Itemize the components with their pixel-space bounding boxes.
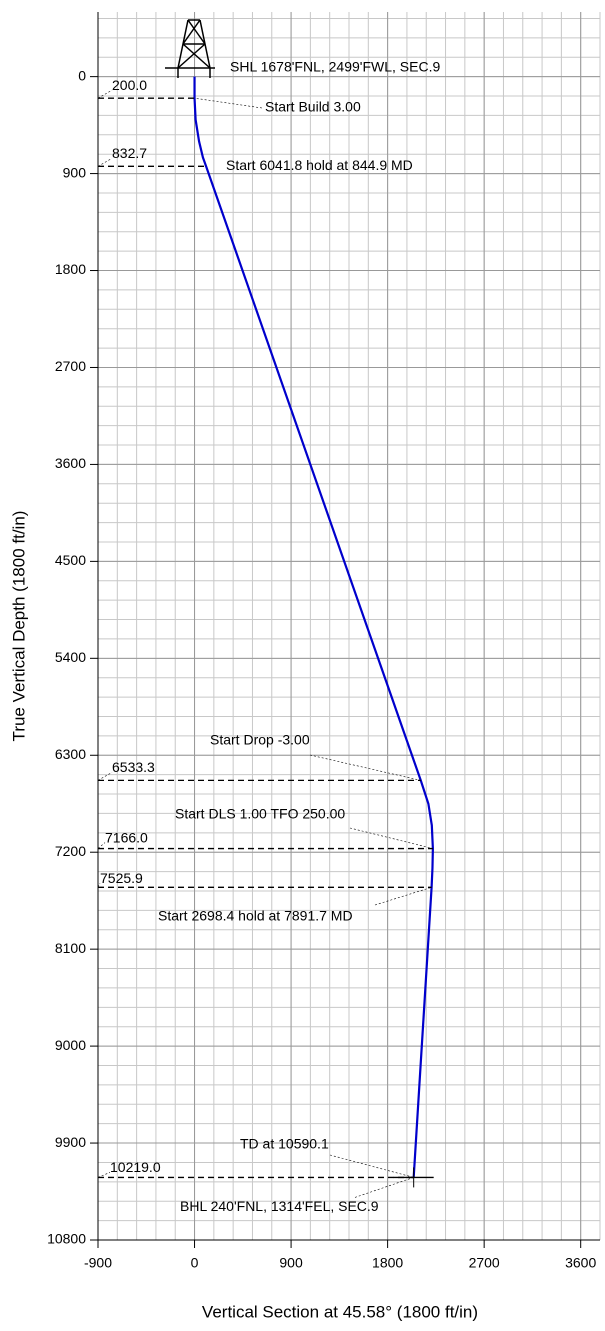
well-path xyxy=(193,76,434,1178)
marker-note: Start DLS 1.00 TFO 250.00 xyxy=(175,806,345,822)
leader xyxy=(97,842,106,849)
y-tick-label: 3600 xyxy=(55,455,86,471)
marker-label: 6533.3 xyxy=(112,759,155,775)
y-tick-label: 5400 xyxy=(55,649,86,665)
marker-note: Start 6041.8 hold at 844.9 MD xyxy=(226,157,413,173)
marker-note: Start Drop -3.00 xyxy=(210,732,310,748)
marker-label: 832.7 xyxy=(112,145,147,161)
x-tick-label: 1800 xyxy=(372,1255,403,1271)
y-tick-label: 10800 xyxy=(47,1231,86,1247)
marker-label: 7525.9 xyxy=(100,870,143,886)
y-tick-label: 0 xyxy=(78,67,86,83)
leader xyxy=(354,1177,414,1198)
y-tick-label: 1800 xyxy=(55,261,86,277)
marker-note: Start Build 3.00 xyxy=(265,99,361,115)
marker-label: 10219.0 xyxy=(110,1159,161,1175)
x-tick-label: 900 xyxy=(279,1255,303,1271)
y-axis-label: True Vertical Depth (1800 ft/in) xyxy=(9,511,28,742)
y-tick-label: 4500 xyxy=(55,552,86,568)
leader xyxy=(97,158,113,167)
marker-label: 200.0 xyxy=(112,77,147,93)
y-tick-label: 7200 xyxy=(55,843,86,859)
grid xyxy=(97,12,601,1241)
x-tick-label: 2700 xyxy=(469,1255,500,1271)
leader xyxy=(97,1172,111,1178)
foreground: -900 0 900 1800 2700 3600 0 900 1800 2700 3600 4500… xyxy=(47,12,600,1271)
y-tick-label: 9000 xyxy=(55,1037,86,1053)
x-tick-label: 0 xyxy=(191,1255,199,1271)
y-tick-label: 6300 xyxy=(55,746,86,762)
leader xyxy=(97,772,113,781)
surface-label: SHL 1678'FNL, 2499'FWL, SEC.9 xyxy=(230,59,440,75)
x-tick-label: 3600 xyxy=(565,1255,596,1271)
rig-icon xyxy=(165,19,215,78)
leader xyxy=(349,827,433,849)
y-tick-label: 2700 xyxy=(55,358,86,374)
leader xyxy=(329,1154,414,1178)
y-tick-label: 9900 xyxy=(55,1134,86,1150)
x-axis-label: Vertical Section at 45.58° (1800 ft/in) xyxy=(202,1302,478,1321)
leader xyxy=(97,883,101,888)
y-tick-label: 8100 xyxy=(55,940,86,956)
marker-label: 7166.0 xyxy=(105,829,148,845)
leader xyxy=(194,97,263,109)
y-tick-label: 900 xyxy=(63,164,87,180)
marker-note: TD at 10590.1 xyxy=(240,1136,329,1152)
x-tick-label: -900 xyxy=(84,1255,112,1271)
leader xyxy=(309,754,421,781)
bottom-label: BHL 240'FNL, 1314'FEL, SEC.9 xyxy=(180,1198,379,1214)
marker-note: Start 2698.4 hold at 7891.7 MD xyxy=(158,908,353,924)
leader xyxy=(374,887,432,906)
leader xyxy=(97,89,113,99)
